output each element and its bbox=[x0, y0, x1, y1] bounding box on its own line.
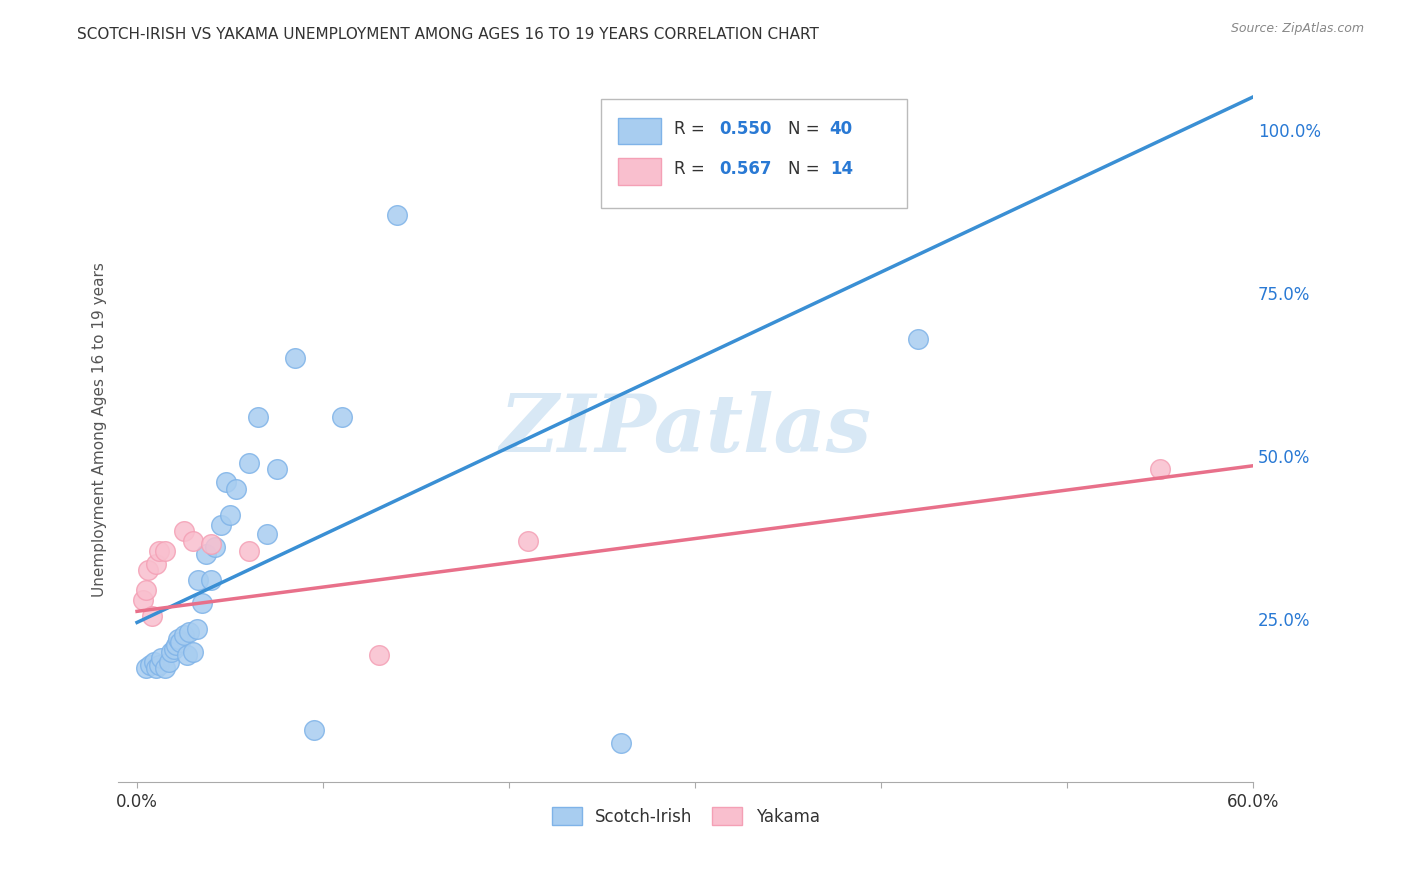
Point bbox=[135, 661, 157, 675]
Text: 0.550: 0.550 bbox=[720, 120, 772, 138]
Text: N =: N = bbox=[787, 120, 824, 138]
Point bbox=[225, 482, 247, 496]
Point bbox=[665, 116, 688, 130]
Point bbox=[163, 641, 186, 656]
Point bbox=[200, 537, 222, 551]
Point bbox=[142, 655, 165, 669]
Point bbox=[148, 543, 170, 558]
Point bbox=[179, 625, 201, 640]
Point bbox=[186, 622, 208, 636]
Point bbox=[157, 655, 180, 669]
Point bbox=[387, 207, 409, 221]
Y-axis label: Unemployment Among Ages 16 to 19 years: Unemployment Among Ages 16 to 19 years bbox=[93, 262, 107, 598]
Point bbox=[131, 592, 153, 607]
Point bbox=[150, 651, 173, 665]
Legend: Scotch-Irish, Yakama: Scotch-Irish, Yakama bbox=[543, 799, 828, 834]
Point bbox=[181, 533, 204, 548]
Point bbox=[153, 661, 176, 675]
Point bbox=[266, 462, 288, 476]
Text: R =: R = bbox=[675, 160, 710, 178]
Point bbox=[135, 582, 157, 597]
Point bbox=[209, 517, 232, 532]
Point bbox=[238, 543, 260, 558]
Point bbox=[367, 648, 389, 662]
Point bbox=[238, 456, 260, 470]
Point bbox=[907, 332, 929, 346]
Point bbox=[141, 608, 163, 623]
Point bbox=[693, 116, 716, 130]
Point bbox=[153, 543, 176, 558]
Point bbox=[200, 573, 222, 587]
Point bbox=[136, 563, 159, 577]
Point bbox=[330, 409, 353, 424]
Point bbox=[165, 638, 187, 652]
Text: SCOTCH-IRISH VS YAKAMA UNEMPLOYMENT AMONG AGES 16 TO 19 YEARS CORRELATION CHART: SCOTCH-IRISH VS YAKAMA UNEMPLOYMENT AMON… bbox=[77, 27, 820, 42]
FancyBboxPatch shape bbox=[617, 118, 661, 145]
Point bbox=[204, 541, 226, 555]
Text: ZIPatlas: ZIPatlas bbox=[499, 392, 872, 468]
Point bbox=[169, 635, 191, 649]
Point bbox=[256, 527, 278, 541]
Point bbox=[176, 648, 198, 662]
Point bbox=[159, 645, 181, 659]
Point bbox=[173, 628, 195, 642]
Point bbox=[167, 632, 190, 646]
FancyBboxPatch shape bbox=[600, 99, 907, 208]
Point bbox=[284, 351, 307, 365]
Text: N =: N = bbox=[787, 160, 824, 178]
Point bbox=[516, 533, 538, 548]
Text: R =: R = bbox=[675, 120, 710, 138]
Point bbox=[145, 557, 167, 571]
Text: Source: ZipAtlas.com: Source: ZipAtlas.com bbox=[1230, 22, 1364, 36]
Point bbox=[181, 645, 204, 659]
Point bbox=[139, 657, 162, 672]
Point bbox=[302, 723, 325, 738]
Point bbox=[246, 409, 269, 424]
Point bbox=[1149, 462, 1171, 476]
Point bbox=[194, 547, 217, 561]
Point bbox=[148, 657, 170, 672]
Point bbox=[187, 573, 209, 587]
FancyBboxPatch shape bbox=[617, 158, 661, 185]
Text: 0.567: 0.567 bbox=[720, 160, 772, 178]
Point bbox=[173, 524, 195, 538]
Point bbox=[145, 661, 167, 675]
Point bbox=[675, 116, 697, 130]
Point bbox=[191, 596, 214, 610]
Point bbox=[609, 736, 631, 750]
Text: 40: 40 bbox=[830, 120, 853, 138]
Text: 14: 14 bbox=[830, 160, 853, 178]
Point bbox=[215, 475, 238, 489]
Point bbox=[219, 508, 242, 522]
